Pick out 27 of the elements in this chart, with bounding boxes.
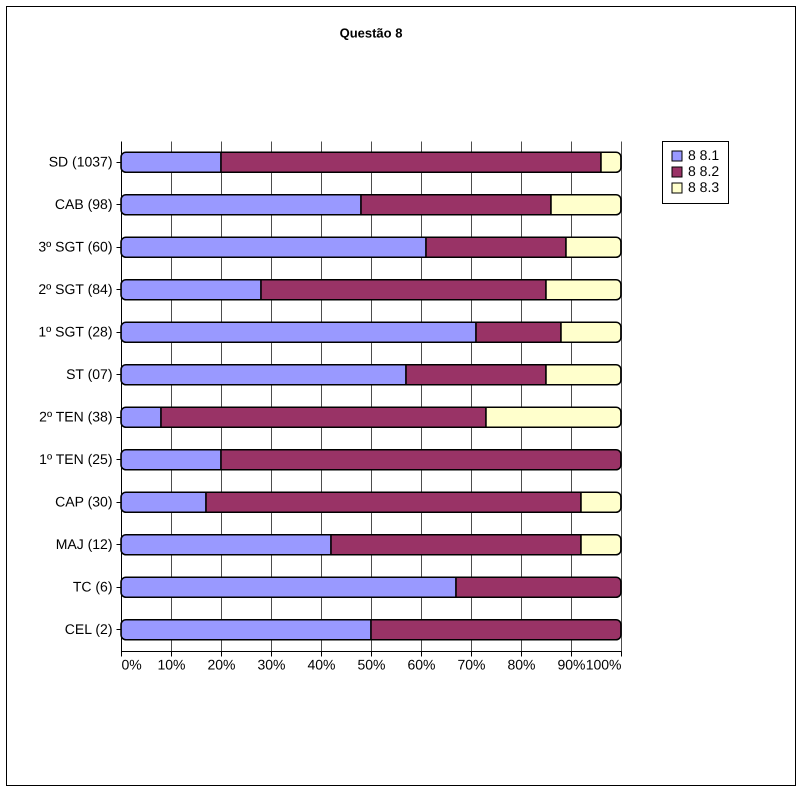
x-tick-label: 10% — [157, 656, 186, 672]
x-tick-label: 30% — [257, 656, 286, 672]
x-tick-label: 80% — [507, 656, 536, 672]
x-tick-label: 90% — [557, 656, 586, 672]
legend-label: 8 8.1 — [688, 147, 720, 163]
y-tick-label: CAB (98) — [54, 196, 112, 212]
x-tick-label: 0% — [122, 656, 142, 672]
x-tick-label: 100% — [586, 656, 622, 672]
y-tick-label: 1º TEN (25) — [39, 450, 112, 467]
x-tick-label: 20% — [207, 656, 236, 672]
x-tick-label: 70% — [457, 656, 486, 672]
legend-label: 8 8.3 — [688, 179, 720, 195]
x-tick-label: 40% — [307, 656, 336, 672]
y-tick-label: TC (6) — [72, 578, 112, 594]
y-tick-label: 2º SGT (84) — [38, 280, 112, 297]
y-tick-label: MAJ (12) — [56, 536, 112, 552]
y-tick-label: 3º SGT (60) — [38, 238, 112, 254]
y-tick-label: 1º SGT (28) — [38, 323, 112, 340]
y-tick-label: CEL (2) — [64, 620, 112, 637]
chart-title: Questão 8 — [340, 26, 402, 40]
x-tick-label: 60% — [407, 656, 436, 672]
y-tick-label: ST (07) — [66, 366, 112, 382]
legend-label: 8 8.2 — [688, 163, 720, 179]
x-tick-label: 50% — [357, 656, 386, 672]
y-tick-label: 2º TEN (38) — [39, 408, 112, 424]
y-tick-label: CAP (30) — [55, 493, 112, 510]
y-tick-label: SD (1037) — [48, 153, 112, 170]
